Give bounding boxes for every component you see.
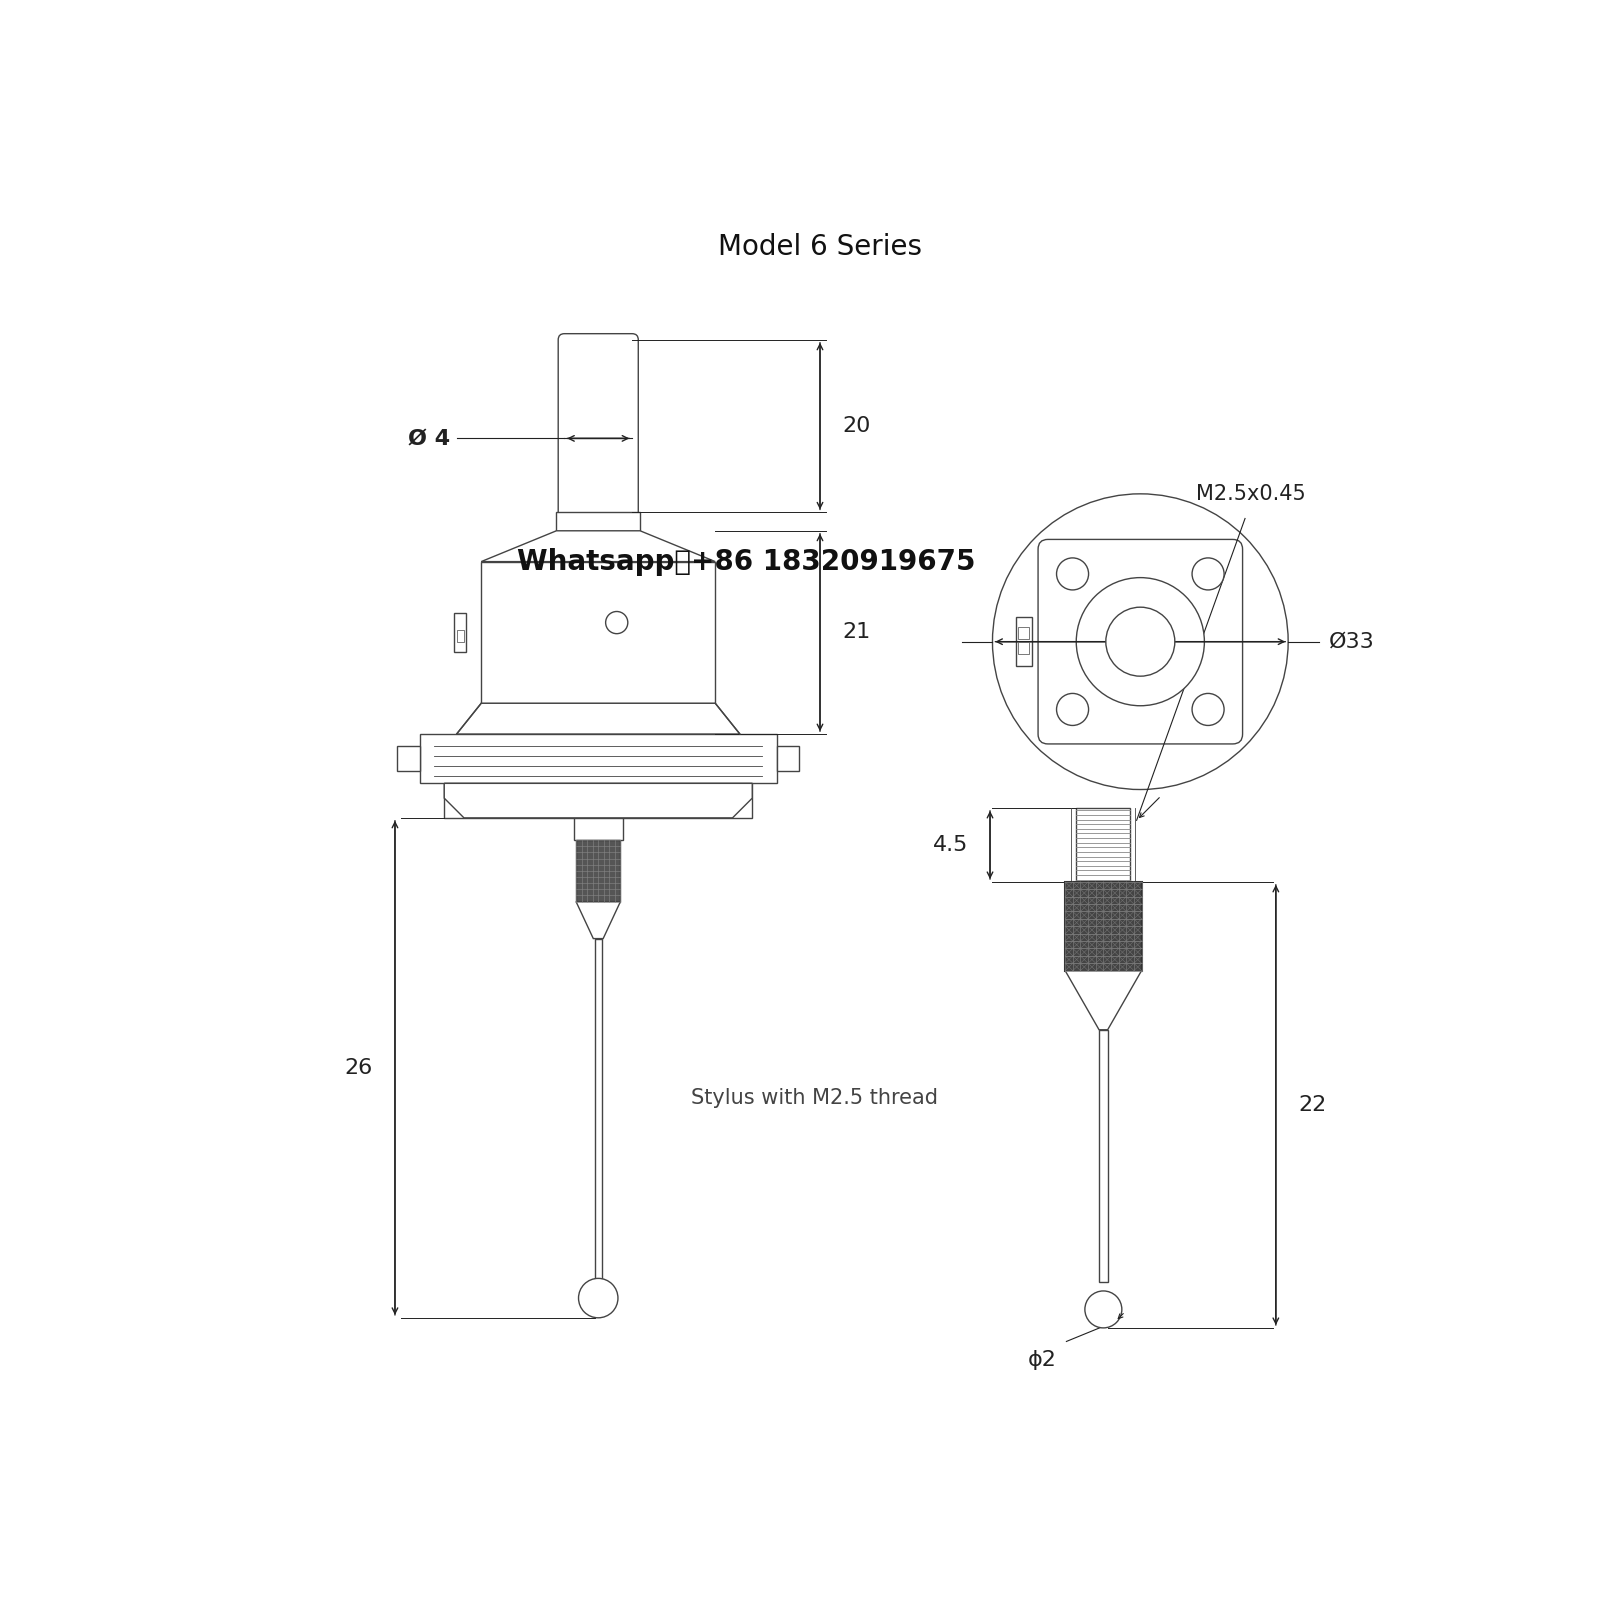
Circle shape xyxy=(992,494,1288,789)
Text: Stylus with M2.5 thread: Stylus with M2.5 thread xyxy=(691,1088,938,1107)
Text: Ø33: Ø33 xyxy=(1330,632,1374,651)
Circle shape xyxy=(1085,1291,1122,1328)
Circle shape xyxy=(1106,606,1174,677)
FancyBboxPatch shape xyxy=(558,334,638,518)
Bar xyxy=(1016,618,1032,666)
Bar xyxy=(576,840,621,902)
Bar xyxy=(454,613,467,653)
Text: 20: 20 xyxy=(842,416,870,437)
Bar xyxy=(397,746,419,771)
Polygon shape xyxy=(445,784,752,818)
Bar xyxy=(1018,627,1029,640)
Bar xyxy=(1018,642,1029,654)
Bar xyxy=(573,818,622,840)
Text: Whatsapp：+86 18320919675: Whatsapp：+86 18320919675 xyxy=(517,547,976,576)
Bar xyxy=(1077,808,1131,882)
Text: M2.5x0.45: M2.5x0.45 xyxy=(1197,483,1306,504)
Text: 26: 26 xyxy=(344,1058,373,1078)
Bar xyxy=(595,939,602,1282)
Circle shape xyxy=(579,1278,618,1318)
Polygon shape xyxy=(456,704,739,734)
Circle shape xyxy=(1056,558,1088,590)
Bar xyxy=(482,562,715,704)
Text: Ø 4: Ø 4 xyxy=(408,429,451,448)
Circle shape xyxy=(606,611,627,634)
Circle shape xyxy=(1192,693,1224,725)
Bar xyxy=(557,512,640,531)
Text: Model 6 Series: Model 6 Series xyxy=(718,234,922,261)
Text: ϕ2: ϕ2 xyxy=(1027,1350,1056,1370)
Circle shape xyxy=(1056,693,1088,725)
Text: 21: 21 xyxy=(842,622,870,643)
Text: 22: 22 xyxy=(1298,1094,1326,1115)
Circle shape xyxy=(1077,578,1205,706)
Bar xyxy=(1066,882,1141,971)
Polygon shape xyxy=(482,531,715,562)
Bar xyxy=(1099,1030,1107,1282)
Bar xyxy=(456,630,464,642)
Polygon shape xyxy=(576,902,621,939)
Bar xyxy=(778,746,798,771)
Polygon shape xyxy=(1066,971,1141,1030)
Text: 4.5: 4.5 xyxy=(933,835,968,854)
Bar xyxy=(445,784,752,818)
Circle shape xyxy=(1192,558,1224,590)
FancyBboxPatch shape xyxy=(1038,539,1243,744)
Bar xyxy=(419,734,778,784)
